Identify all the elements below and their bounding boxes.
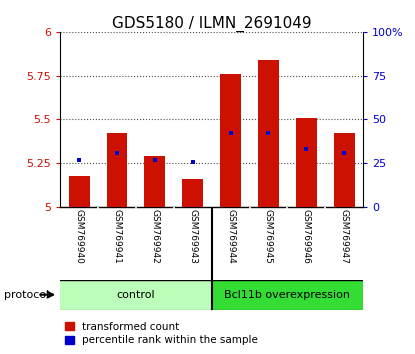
Text: GSM769943: GSM769943: [188, 209, 197, 264]
Bar: [296, 118, 317, 207]
Text: Bcl11b overexpression: Bcl11b overexpression: [225, 290, 350, 300]
Text: GSM769944: GSM769944: [226, 209, 235, 264]
Bar: [69, 176, 90, 207]
Bar: [144, 156, 165, 207]
Text: GSM769941: GSM769941: [112, 209, 122, 264]
Text: protocol: protocol: [4, 290, 49, 300]
Text: control: control: [117, 290, 155, 300]
Bar: [107, 133, 127, 207]
Text: GSM769940: GSM769940: [75, 209, 83, 264]
Legend: transformed count, percentile rank within the sample: transformed count, percentile rank withi…: [66, 322, 258, 345]
Text: GSM769945: GSM769945: [264, 209, 273, 264]
Bar: [258, 60, 279, 207]
Bar: [212, 280, 382, 310]
Title: GDS5180 / ILMN_2691049: GDS5180 / ILMN_2691049: [112, 16, 312, 32]
Bar: [60, 280, 212, 310]
Text: GSM769947: GSM769947: [340, 209, 349, 264]
Bar: [334, 133, 354, 207]
Text: GSM769946: GSM769946: [302, 209, 311, 264]
Bar: [220, 74, 241, 207]
Bar: [182, 179, 203, 207]
Text: GSM769942: GSM769942: [150, 209, 159, 264]
